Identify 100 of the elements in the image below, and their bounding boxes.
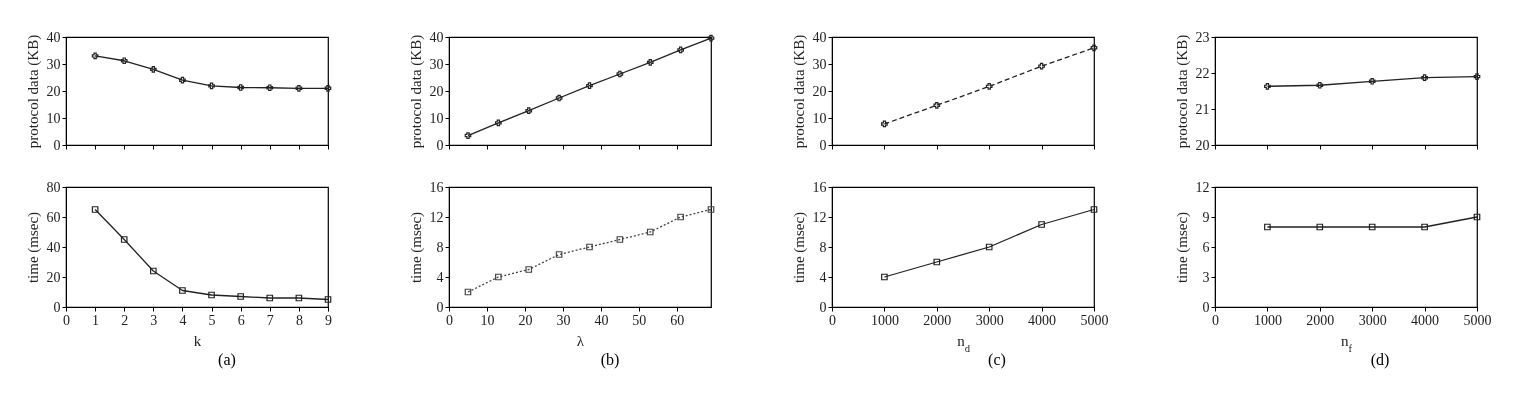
point <box>1316 81 1324 89</box>
point <box>91 206 99 213</box>
point <box>149 267 157 275</box>
point <box>91 52 99 60</box>
y-tick-label: 6 <box>1202 239 1210 255</box>
x-tick-label: 50 <box>632 312 647 328</box>
x-tick-label: 3000 <box>975 312 1004 328</box>
point <box>324 296 332 303</box>
point <box>1264 82 1271 90</box>
point <box>495 119 502 127</box>
point <box>933 101 941 109</box>
y-tick-label: 40 <box>812 29 827 45</box>
y-tick-label: 12 <box>429 209 444 225</box>
point <box>525 266 533 273</box>
point <box>1090 206 1098 213</box>
point <box>1368 77 1376 85</box>
y-axis-title: protocol data (KB) <box>24 34 42 149</box>
y-axis-title: protocol data (KB) <box>1173 34 1191 149</box>
x-tick-label: 3 <box>150 312 158 328</box>
point <box>295 84 303 92</box>
point <box>237 84 245 91</box>
point <box>1090 44 1098 52</box>
x-tick-label: 7 <box>266 312 274 328</box>
y-tick-label: 40 <box>429 29 444 45</box>
x-tick-label: 1000 <box>870 312 899 328</box>
y-tick-label: 0 <box>53 137 61 153</box>
x-tick-label: 30 <box>556 312 571 328</box>
y-tick-label: 0 <box>819 299 827 315</box>
x-tick-label: 2 <box>121 312 129 328</box>
y-axis-title: protocol data (KB) <box>407 34 425 149</box>
y-tick-label: 0 <box>1202 299 1210 315</box>
point <box>555 251 563 258</box>
text: (d) <box>1369 351 1391 369</box>
point <box>586 82 593 89</box>
point <box>495 273 502 281</box>
x-axis-title: λ <box>576 332 585 349</box>
x-tick-label: 9 <box>325 312 332 328</box>
y-tick-label: 3 <box>1202 269 1210 285</box>
point <box>1473 73 1481 80</box>
x-tick-label: 20 <box>518 312 533 328</box>
x-tick-label: 60 <box>670 312 685 328</box>
y-tick-label: 8 <box>819 239 827 255</box>
y-tick-label: 20 <box>46 269 61 285</box>
point <box>179 287 186 294</box>
y-tick-label: 4 <box>819 269 827 285</box>
y-tick-label: 40 <box>46 29 61 45</box>
point <box>677 213 684 221</box>
point <box>179 76 186 84</box>
x-tick-label: 6 <box>237 312 245 328</box>
point <box>881 273 888 281</box>
point <box>881 120 888 128</box>
point <box>933 258 941 266</box>
x-tick-label: 2000 <box>923 312 952 328</box>
y-tick-label: 30 <box>46 56 61 72</box>
x-tick-label: 10 <box>480 312 495 328</box>
point <box>464 288 472 296</box>
text: (a) <box>217 351 237 369</box>
y-axis-title: time (msec) <box>24 211 42 284</box>
point <box>616 236 624 243</box>
point <box>707 34 715 42</box>
point <box>985 243 993 251</box>
x-tick-label: 5000 <box>1080 312 1109 328</box>
y-tick-label: 8 <box>436 239 444 255</box>
point <box>149 66 157 73</box>
y-tick-label: 23 <box>1195 29 1210 45</box>
y-tick-label: 12 <box>1195 179 1210 195</box>
y-tick-label: 20 <box>1195 137 1210 153</box>
x-tick-label: 1 <box>92 312 100 328</box>
y-tick-label: 4 <box>436 269 444 285</box>
point <box>1038 62 1045 70</box>
x-axis-title: n$_{f}$ <box>1341 332 1353 353</box>
y-tick-label: 10 <box>46 110 61 126</box>
point <box>646 59 654 66</box>
y-tick-label: 20 <box>46 83 61 99</box>
point <box>324 84 332 92</box>
x-tick-label: 40 <box>594 312 609 328</box>
y-tick-label: 10 <box>429 110 444 126</box>
point <box>586 243 593 251</box>
point <box>1038 221 1045 228</box>
y-axis-title: time (msec) <box>1173 211 1191 284</box>
y-tick-label: 30 <box>429 56 444 72</box>
y-tick-label: 16 <box>812 179 827 195</box>
point <box>616 70 624 78</box>
point <box>266 84 274 92</box>
point <box>208 82 215 90</box>
x-tick-label: 4000 <box>1028 312 1057 328</box>
x-tick-label: 4 <box>179 312 187 328</box>
y-axis-title: time (msec) <box>790 211 808 284</box>
y-tick-label: 0 <box>53 299 61 315</box>
y-tick-label: 30 <box>812 56 827 72</box>
y-tick-label: 21 <box>1195 101 1210 117</box>
y-tick-label: 0 <box>436 299 444 315</box>
y-tick-label: 16 <box>429 179 444 195</box>
y-tick-label: 20 <box>812 83 827 99</box>
point <box>555 94 563 102</box>
y-tick-label: 60 <box>46 209 61 225</box>
point <box>295 294 303 302</box>
point <box>237 293 244 300</box>
y-tick-label: 40 <box>46 239 61 255</box>
y-tick-label: 12 <box>812 209 827 225</box>
